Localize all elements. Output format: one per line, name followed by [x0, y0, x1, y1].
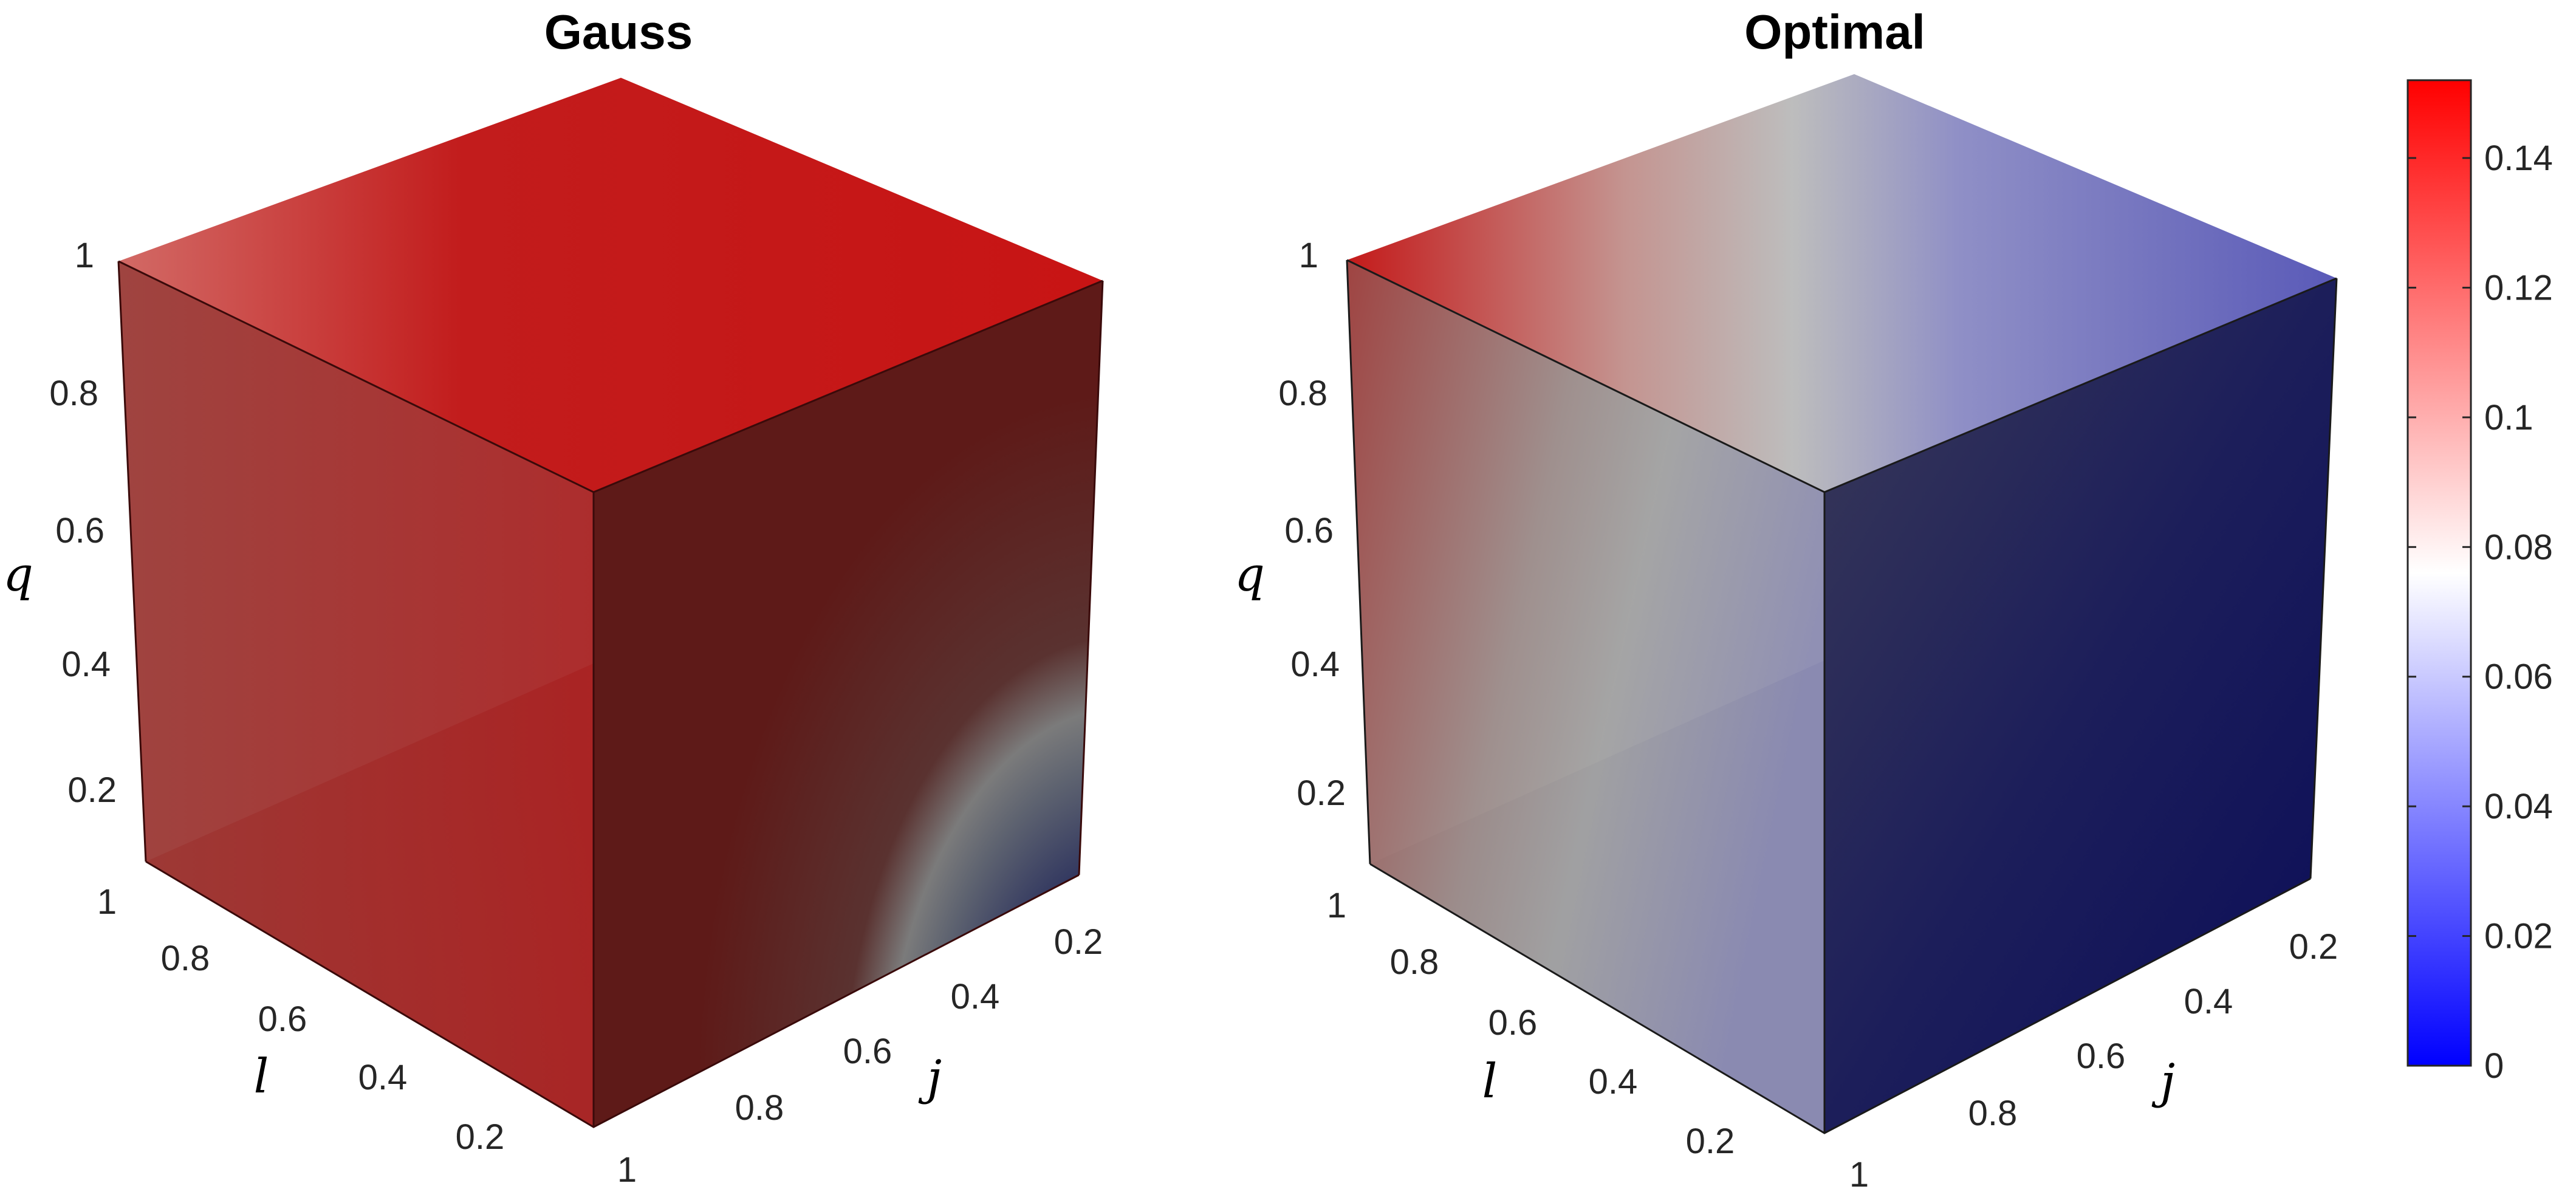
- j-tick-label: 0.6: [843, 1032, 892, 1071]
- j-axis-label: j: [918, 1050, 942, 1105]
- j-axis-label: j: [2151, 1054, 2175, 1109]
- q-tick-label: 0.2: [1297, 773, 1346, 813]
- l-tick-label: 0.2: [1686, 1122, 1735, 1161]
- l-tick-label: 1: [97, 882, 117, 922]
- colorbar-tick-label: 0.12: [2484, 268, 2553, 307]
- l-tick-label: 0.6: [258, 999, 307, 1039]
- j-axis: 0.2 0.4 0.6 0.8 1 j: [1849, 927, 2338, 1194]
- l-axis: 1 0.8 0.6 0.4 0.2 l: [1327, 886, 1735, 1161]
- q-tick-label: 0.8: [1278, 374, 1327, 413]
- l-tick-label: 0.8: [161, 939, 210, 978]
- colorbar-tick-label: 0: [2484, 1046, 2504, 1086]
- q-tick-label: 0.2: [67, 770, 117, 810]
- colorbar-tick-label: 0.14: [2484, 139, 2553, 178]
- cube-left-face: [1347, 260, 1824, 1133]
- j-tick-label: 0.2: [2289, 927, 2338, 967]
- title-optimal: Optimal: [1744, 5, 1925, 59]
- l-tick-label: 1: [1327, 886, 1346, 925]
- l-tick-label: 0.4: [1589, 1062, 1638, 1102]
- colorbar-tick-label: 0.08: [2484, 527, 2553, 567]
- q-axis: 1 0.8 0.6 0.4 0.2 q: [1235, 236, 1346, 813]
- q-tick-label: 0.6: [55, 511, 104, 550]
- l-axis-label: l: [1482, 1054, 1498, 1109]
- q-tick-label: 1: [1299, 236, 1318, 275]
- l-tick-label: 0.2: [456, 1117, 505, 1157]
- title-gauss: Gauss: [544, 5, 693, 59]
- colorbar-tick-label: 0.02: [2484, 917, 2553, 956]
- j-tick-label: 0.2: [1054, 922, 1103, 962]
- j-tick-label: 0.6: [2077, 1037, 2126, 1076]
- l-tick-label: 0.8: [1390, 942, 1439, 982]
- panel-optimal: Optimal 1 0.8 0.6 0.4 0.2 q 1 0.8 0.6 0.…: [1235, 5, 2338, 1194]
- cube-top-face: [118, 78, 1103, 492]
- q-tick-label: 0.4: [61, 645, 111, 684]
- l-tick-label: 0.4: [358, 1058, 408, 1097]
- j-tick-label: 1: [617, 1150, 637, 1190]
- q-tick-label: 0.4: [1290, 645, 1340, 684]
- q-tick-label: 1: [75, 236, 94, 275]
- l-axis-label: l: [254, 1049, 269, 1104]
- cube-edges: [1346, 259, 2338, 1134]
- j-tick-label: 0.8: [735, 1088, 784, 1128]
- q-axis: 1 0.8 0.6 0.4 0.2 q: [3, 236, 117, 810]
- colorbar-gradient: [2406, 79, 2472, 1067]
- colorbar: 0 0.02 0.04 0.06 0.08 0.1 0.12 0.14: [2406, 79, 2553, 1086]
- q-tick-label: 0.8: [49, 374, 98, 413]
- cube-left-face: [118, 261, 594, 1127]
- panel-gauss: Gauss 1 0.8 0.6 0.4 0.2 q 1 0.8 0.6: [3, 5, 1104, 1190]
- cube-right-face: [1824, 278, 2337, 1133]
- q-axis-label: q: [3, 547, 33, 602]
- q-tick-label: 0.6: [1284, 511, 1334, 550]
- j-tick-label: 1: [1849, 1155, 1869, 1194]
- colorbar-tick-label: 0.06: [2484, 657, 2553, 697]
- cube-edges: [117, 260, 1104, 1128]
- j-axis: 0.2 0.4 0.6 0.8 1 j: [617, 922, 1103, 1190]
- j-tick-label: 0.4: [2184, 982, 2233, 1021]
- colorbar-tick-label: 0.04: [2484, 787, 2553, 826]
- colorbar-ticks: 0 0.02 0.04 0.06 0.08 0.1 0.12 0.14: [2408, 139, 2553, 1086]
- cube-top-face: [1347, 74, 2337, 492]
- l-axis: 1 0.8 0.6 0.4 0.2 l: [97, 882, 504, 1157]
- l-tick-label: 0.6: [1488, 1003, 1538, 1043]
- q-axis-label: q: [1235, 547, 1265, 602]
- j-tick-label: 0.8: [1968, 1094, 2018, 1133]
- colorbar-tick-label: 0.1: [2484, 398, 2533, 437]
- j-tick-label: 0.4: [951, 977, 1000, 1016]
- cube-right-face: [594, 281, 1103, 1127]
